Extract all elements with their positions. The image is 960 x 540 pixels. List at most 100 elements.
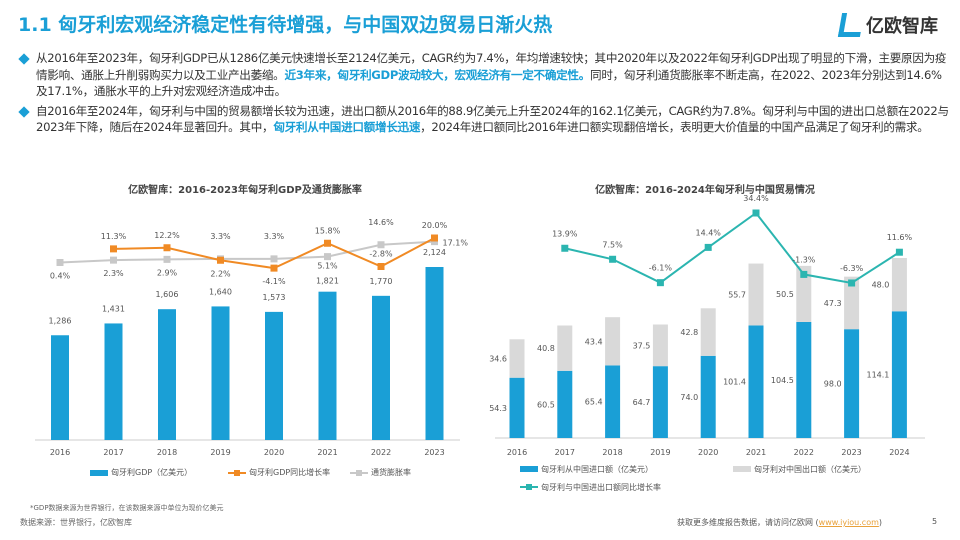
bullet-list: 从2016年至2023年，匈牙利GDP已从1286亿美元快速增长至2124亿美元… [18,50,950,139]
data-source: 数据来源：世界银行，亿欧智库 [20,518,132,527]
inflation-marker [377,241,385,249]
inflation-line [59,240,435,264]
import-bar [796,321,812,438]
gdp-bar-label: 1,573 [263,293,286,302]
export-label: 48.0 [872,281,890,290]
growth-label: -1.3% [792,255,816,264]
export-bar [748,263,764,326]
x-tick-label: 2023 [424,448,444,457]
gdp-bar-label: 1,431 [102,304,125,313]
x-tick-label: 2018 [602,448,622,457]
bullet-trade: 自2016年至2024年，匈牙利与中国的贸易额增长较为迅速，进出口额从2016年… [18,103,950,136]
gdp-bar [318,291,337,440]
import-bar [844,329,860,438]
export-label: 37.5 [633,341,651,350]
site-link[interactable]: www.iyiou.com [818,518,879,527]
import-label: 74.0 [680,393,698,402]
cta-text: 获取更多维度报告数据，请访问亿欧网 (www.iyiou.com) [677,517,882,528]
footnote: *GDP数据来源为世界银行，在该数据来源中单位为现价亿美元 [30,504,224,512]
gdp-bar [211,306,230,440]
x-tick-label: 2017 [555,448,575,457]
gdp-bar-label: 1,606 [156,290,179,299]
x-tick-label: 2023 [841,448,861,457]
x-tick-label: 2022 [371,448,391,457]
import-label: 101.4 [723,378,746,387]
x-tick-label: 2019 [210,448,230,457]
legend-export-swatch [733,466,751,472]
export-label: 40.8 [537,344,555,353]
gdp-bar [51,335,69,440]
inflation-label: 3.3% [264,232,285,241]
bullet-text: 自2016年至2024年，匈牙利与中国的贸易额增长较为迅速，进出口额从2016年… [36,103,949,135]
logo-text: 亿欧智库 [866,16,938,37]
x-tick-label: 2021 [317,448,337,457]
growth-label: 13.9% [552,229,578,238]
growth-marker [110,245,117,253]
x-tick-label: 2016 [50,448,70,457]
x-tick-label: 2019 [650,448,670,457]
inflation-marker [431,238,438,246]
growth-label: -6.3% [840,264,864,273]
export-bar [796,265,812,322]
inflation-marker [163,255,171,263]
legend-growth: 匈牙利与中国进出口额同比增长率 [541,482,661,492]
gdp-bar-label: 1,770 [370,277,393,286]
growth-label: 12.2% [154,231,180,240]
growth-marker [848,279,856,287]
gdp-bar [425,267,444,440]
legend-growth-marker [234,470,240,476]
bullet-gdp: 从2016年至2023年，匈牙利GDP已从1286亿美元快速增长至2124亿美元… [18,50,950,100]
growth-marker [324,239,331,247]
export-bar [557,325,573,371]
inflation-marker [110,256,117,264]
page-number: 5 [932,517,938,526]
x-tick-label: 2024 [889,448,909,457]
export-bar [652,324,668,367]
import-label: 54.3 [489,404,507,413]
growth-marker [163,244,171,252]
chart-title: 亿欧智库：2016-2024年匈牙利与中国贸易情况 [595,183,815,196]
chart-title: 亿欧智库：2016-2023年匈牙利GDP及通货膨胀率 [128,183,362,196]
inflation-marker [324,253,331,261]
export-bar [605,317,621,366]
legend-export: 匈牙利对中国出口额（亿美元） [754,464,866,474]
growth-label: 15.8% [315,226,341,235]
bullet-text: ，2024年进口额同比2016年进口额实现翻倍增长，表明更大价值量的中国产品满足… [420,120,929,134]
inflation-label: 0.4% [50,272,71,281]
logo: 亿欧智库 [837,12,938,38]
export-label: 55.7 [728,290,746,299]
bullet-text: 从2016年至2023年，匈牙利GDP已从1286亿美元快速增长至2124亿美元… [36,51,947,82]
legend-inflation-marker [356,470,362,476]
x-tick-label: 2018 [157,448,177,457]
inflation-label: 2.9% [157,268,178,277]
export-label: 47.3 [824,299,842,308]
export-bar [700,308,716,356]
growth-marker [377,263,385,270]
growth-marker [752,209,760,217]
import-bar [605,365,621,438]
gdp-bar [158,309,176,440]
legend-gdp: 匈牙利GDP（亿美元） [111,467,192,477]
inflation-label: 5.1% [317,262,338,271]
gdp-bar [265,311,283,440]
growth-label: 14.4% [695,228,721,237]
export-bar [509,339,525,378]
x-tick-label: 2020 [698,448,718,457]
growth-marker [704,243,712,251]
growth-label: 7.5% [602,240,623,249]
page-title: 1.1 匈牙利宏观经济稳定性有待增强，与中国双边贸易日渐火热 [18,14,553,36]
legend-import: 匈牙利从中国进口额（亿美元） [541,464,653,474]
growth-label: 2.2% [210,269,231,278]
growth-line [564,211,900,285]
growth-marker [895,248,903,256]
legend-growth-marker [526,484,532,490]
inflation-label: 3.3% [210,232,231,241]
export-label: 42.8 [680,328,698,337]
growth-label: 20.0% [422,221,448,230]
cta-end: ) [878,518,883,527]
x-tick-label: 2022 [794,448,814,457]
gdp-bar [104,323,123,440]
growth-marker [609,255,617,263]
x-tick-label: 2016 [507,448,527,457]
